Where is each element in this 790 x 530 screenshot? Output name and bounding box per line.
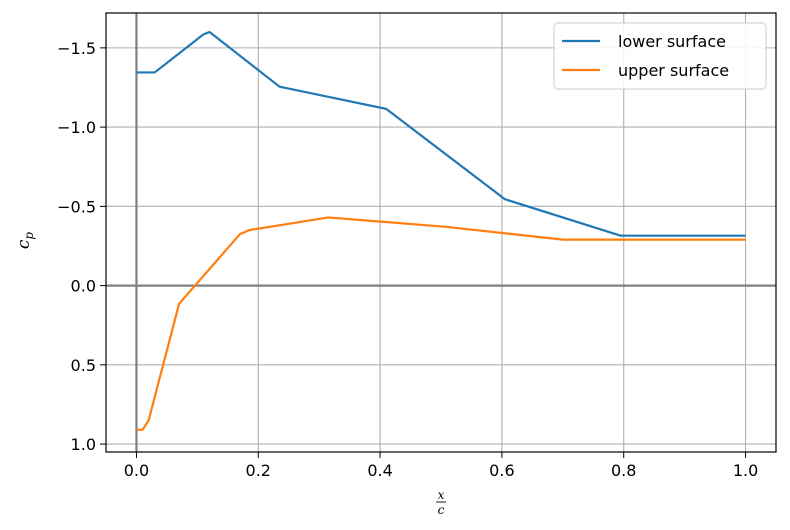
- y-tick-label: −1.0: [57, 118, 96, 137]
- x-axis-label-denominator: c: [438, 503, 445, 517]
- y-tick-label: 0.0: [71, 277, 96, 296]
- plot-frame: [105, 12, 777, 453]
- x-tick-label: 0.0: [124, 461, 149, 480]
- x-tick-label: 0.8: [611, 461, 636, 480]
- x-tick-label: 0.4: [367, 461, 392, 480]
- x-axis-label: x c: [436, 488, 446, 517]
- legend-label: lower surface: [618, 32, 726, 51]
- legend: lower surface upper surface: [553, 22, 767, 90]
- y-tick-label: −1.5: [57, 39, 96, 58]
- x-axis-label-numerator: x: [438, 488, 445, 502]
- series-line-lower-surface: [136, 30, 746, 237]
- y-axis-label: cp: [14, 232, 36, 250]
- y-axis-label-base: c: [14, 239, 34, 249]
- y-tick-label: −0.5: [57, 197, 96, 216]
- y-tick-label: 1.0: [71, 435, 96, 454]
- y-axis-label-subscript: p: [22, 232, 36, 240]
- zero-lines: [106, 13, 776, 452]
- x-axis-ticks: 0.0 0.2 0.4 0.6 0.8 1.0: [124, 452, 758, 480]
- y-tick-label: 0.5: [71, 356, 96, 375]
- legend-box: [553, 22, 767, 90]
- x-tick-label: 1.0: [733, 461, 758, 480]
- svg-text:cp: cp: [14, 232, 36, 250]
- legend-label: upper surface: [618, 61, 729, 80]
- x-tick-label: 0.6: [489, 461, 514, 480]
- x-tick-label: 0.2: [246, 461, 271, 480]
- series-line-upper-surface: [136, 216, 746, 431]
- series-lines: [136, 30, 746, 431]
- y-axis-ticks: −1.5 −1.0 −0.5 0.0 0.5 1.0: [57, 39, 106, 454]
